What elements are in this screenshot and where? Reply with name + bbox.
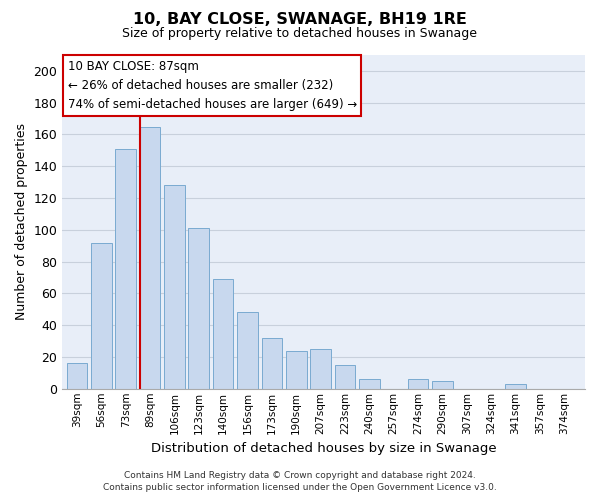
Bar bbox=[286, 350, 307, 389]
Bar bbox=[505, 384, 526, 389]
Bar bbox=[335, 365, 355, 389]
X-axis label: Distribution of detached houses by size in Swanage: Distribution of detached houses by size … bbox=[151, 442, 496, 455]
Y-axis label: Number of detached properties: Number of detached properties bbox=[15, 124, 28, 320]
Bar bbox=[91, 242, 112, 389]
Bar bbox=[359, 379, 380, 389]
Bar bbox=[310, 349, 331, 389]
Text: 10, BAY CLOSE, SWANAGE, BH19 1RE: 10, BAY CLOSE, SWANAGE, BH19 1RE bbox=[133, 12, 467, 28]
Text: 10 BAY CLOSE: 87sqm
← 26% of detached houses are smaller (232)
74% of semi-detac: 10 BAY CLOSE: 87sqm ← 26% of detached ho… bbox=[68, 60, 357, 111]
Bar bbox=[432, 381, 453, 389]
Bar bbox=[262, 338, 282, 389]
Bar bbox=[115, 149, 136, 389]
Bar bbox=[67, 364, 87, 389]
Bar bbox=[188, 228, 209, 389]
Text: Contains HM Land Registry data © Crown copyright and database right 2024.
Contai: Contains HM Land Registry data © Crown c… bbox=[103, 471, 497, 492]
Bar bbox=[140, 126, 160, 389]
Bar bbox=[408, 379, 428, 389]
Bar bbox=[164, 186, 185, 389]
Bar bbox=[213, 279, 233, 389]
Text: Size of property relative to detached houses in Swanage: Size of property relative to detached ho… bbox=[122, 28, 478, 40]
Bar bbox=[237, 312, 258, 389]
